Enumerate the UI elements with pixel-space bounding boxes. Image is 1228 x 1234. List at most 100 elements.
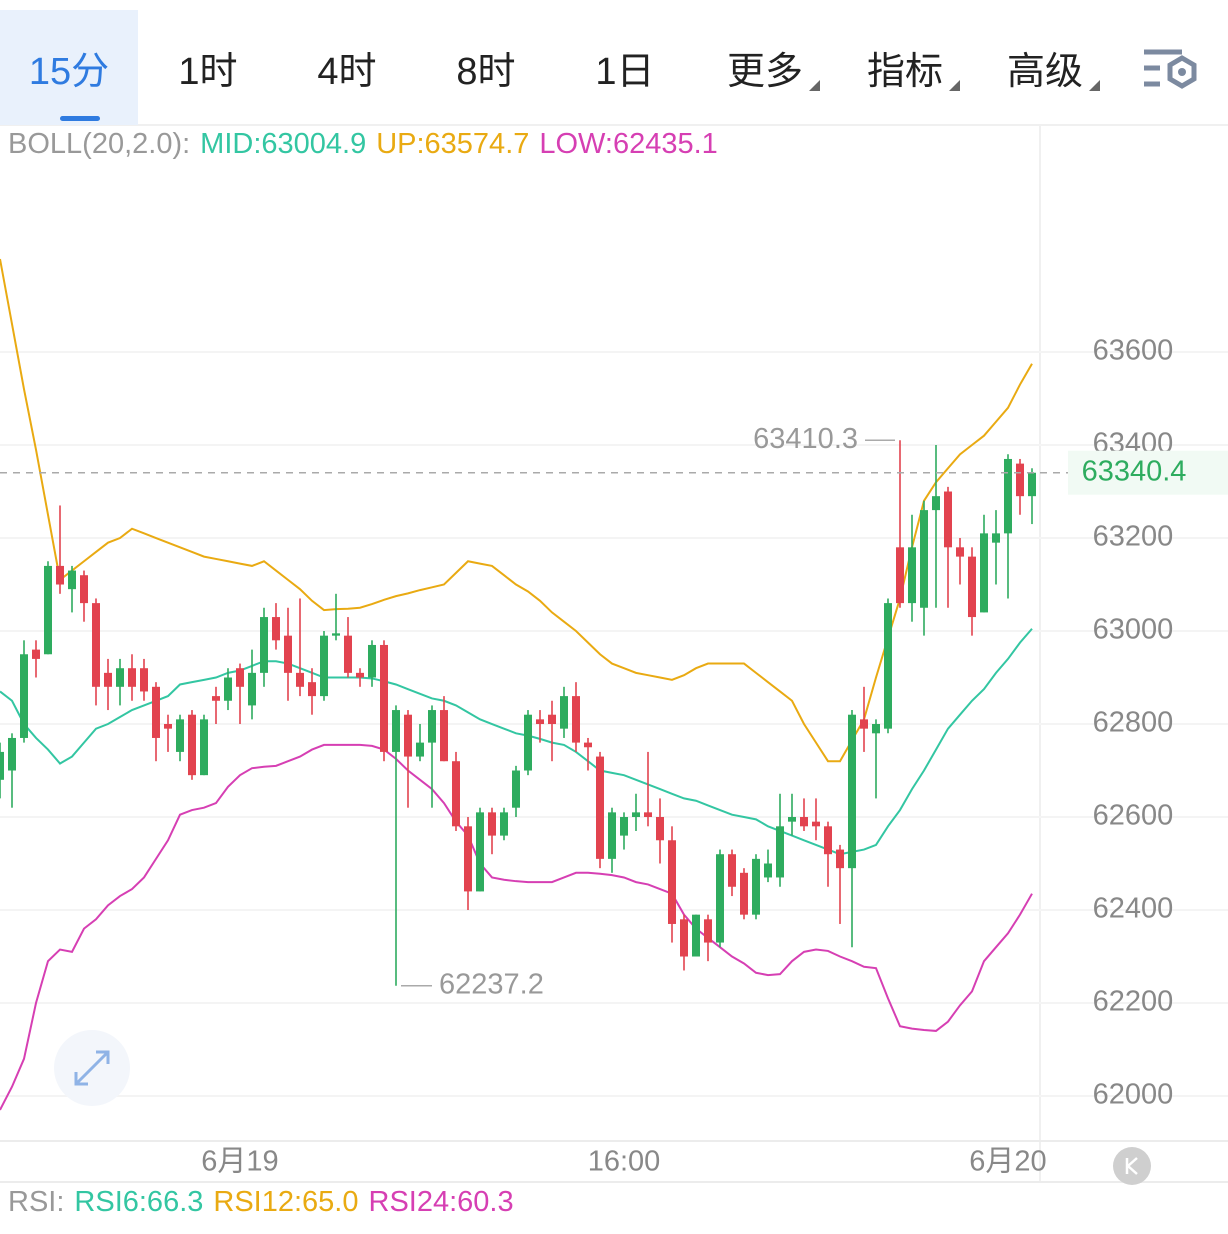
tab-label: 更多	[726, 51, 803, 93]
tab[interactable]: 8时	[456, 51, 516, 93]
candle-body	[56, 565, 64, 585]
candle-body	[920, 510, 928, 608]
candle-body	[416, 742, 424, 757]
dropdown-arrow	[1089, 80, 1100, 91]
candle-body	[656, 817, 664, 841]
candle-body	[788, 817, 796, 822]
candle-body	[968, 556, 976, 618]
k-button[interactable]	[1113, 1147, 1151, 1185]
candle-body	[176, 719, 184, 752]
last-price-label: 63340.4	[1082, 455, 1187, 487]
candle-body	[1028, 472, 1036, 497]
tab[interactable]: 4时	[317, 51, 377, 93]
candle-body	[884, 603, 892, 729]
candle-body	[860, 719, 868, 729]
candle-body	[620, 817, 628, 836]
candle-body	[380, 644, 388, 752]
tab[interactable]: 1时	[178, 51, 238, 93]
tab[interactable]: 1日	[595, 51, 655, 93]
candle-body	[608, 812, 616, 859]
candle-body	[8, 737, 16, 771]
k-icon	[1125, 1157, 1138, 1175]
x-tick-label: 16:00	[588, 1146, 661, 1178]
candle-body	[224, 677, 232, 701]
candle-body	[824, 826, 832, 855]
candle-body	[680, 919, 688, 957]
tab[interactable]: 更多	[696, 10, 834, 125]
candle-body	[836, 849, 844, 869]
candle-body	[812, 821, 820, 827]
expand-icon	[74, 1050, 110, 1086]
tab[interactable]: 15分	[0, 10, 138, 125]
candle-body	[0, 751, 4, 780]
y-tick-label: 62600	[1093, 800, 1174, 832]
candle-body	[764, 863, 772, 878]
candle-body	[512, 770, 520, 808]
plot-area: 6200062200624006260062800630006320063400…	[0, 258, 1228, 1178]
x-tick-label: 6月19	[201, 1146, 278, 1178]
candle-body	[1004, 458, 1012, 534]
rsi-label: RSI:	[8, 1186, 65, 1218]
candle-body	[908, 547, 916, 604]
candle-body	[500, 812, 508, 836]
rsi-legend: RSI: RSI6:66.3 RSI12:65.0 RSI24:60.3	[8, 1186, 514, 1219]
candle-body	[956, 547, 964, 557]
candle-body	[848, 714, 856, 869]
legend-entry: MID:63004.9	[200, 128, 367, 160]
candle-body	[428, 710, 436, 743]
indicator-line	[0, 743, 1033, 1111]
candle-body	[188, 714, 196, 776]
y-tick-label: 62800	[1093, 707, 1174, 739]
candle-body	[200, 719, 208, 776]
candle-body	[296, 672, 304, 687]
candle-body	[116, 668, 124, 687]
dropdown-arrow	[809, 80, 820, 91]
candle-body	[632, 812, 640, 818]
tab[interactable]: 指标	[836, 10, 974, 125]
candle-body	[272, 617, 280, 641]
rsi-entry: RSI12:65.0	[213, 1186, 359, 1218]
last-price-tag	[1068, 450, 1228, 495]
candle-body	[68, 570, 76, 590]
candle-body	[152, 686, 160, 738]
candle-body	[140, 668, 148, 692]
candle-body	[800, 817, 808, 827]
tab[interactable]: 高级	[976, 10, 1114, 125]
y-tick-label: 63600	[1093, 335, 1174, 367]
candle-body	[584, 742, 592, 748]
candle-body	[356, 672, 364, 678]
candle-body	[524, 714, 532, 771]
y-tick-label: 63200	[1093, 521, 1174, 553]
tab-label: 指标	[866, 51, 943, 93]
candle-body	[548, 714, 556, 725]
candle-body	[488, 812, 496, 836]
candle-body	[536, 719, 544, 725]
candle-body	[236, 668, 244, 687]
toolbar: 15分 1时 4时 8时 1日 更多 指标 高级	[0, 0, 1228, 125]
candle-body	[308, 682, 316, 697]
candle-body	[668, 840, 676, 924]
candle-body	[704, 919, 712, 943]
y-tick-label: 62000	[1093, 1079, 1174, 1111]
candle-body	[44, 565, 52, 655]
candle-body	[164, 724, 172, 729]
candle-body	[728, 854, 736, 887]
candle-body	[344, 635, 352, 673]
rsi-entry: RSI24:60.3	[368, 1186, 514, 1218]
candle-body	[20, 654, 28, 738]
candle-body	[476, 812, 484, 892]
settings-lines	[1144, 49, 1182, 87]
indicator-line	[0, 258, 1033, 763]
candle-body	[572, 696, 580, 743]
candle-body	[644, 812, 652, 818]
settings-icon[interactable]	[1144, 49, 1197, 89]
tab-label: 高级	[1006, 51, 1083, 93]
candle-body	[104, 672, 112, 687]
candle-body	[212, 696, 220, 701]
candle-body	[776, 826, 784, 878]
candle-body	[248, 672, 256, 706]
candle-body	[260, 617, 268, 673]
candle-body	[932, 496, 940, 511]
rsi-entry: RSI6:66.3	[74, 1186, 204, 1218]
